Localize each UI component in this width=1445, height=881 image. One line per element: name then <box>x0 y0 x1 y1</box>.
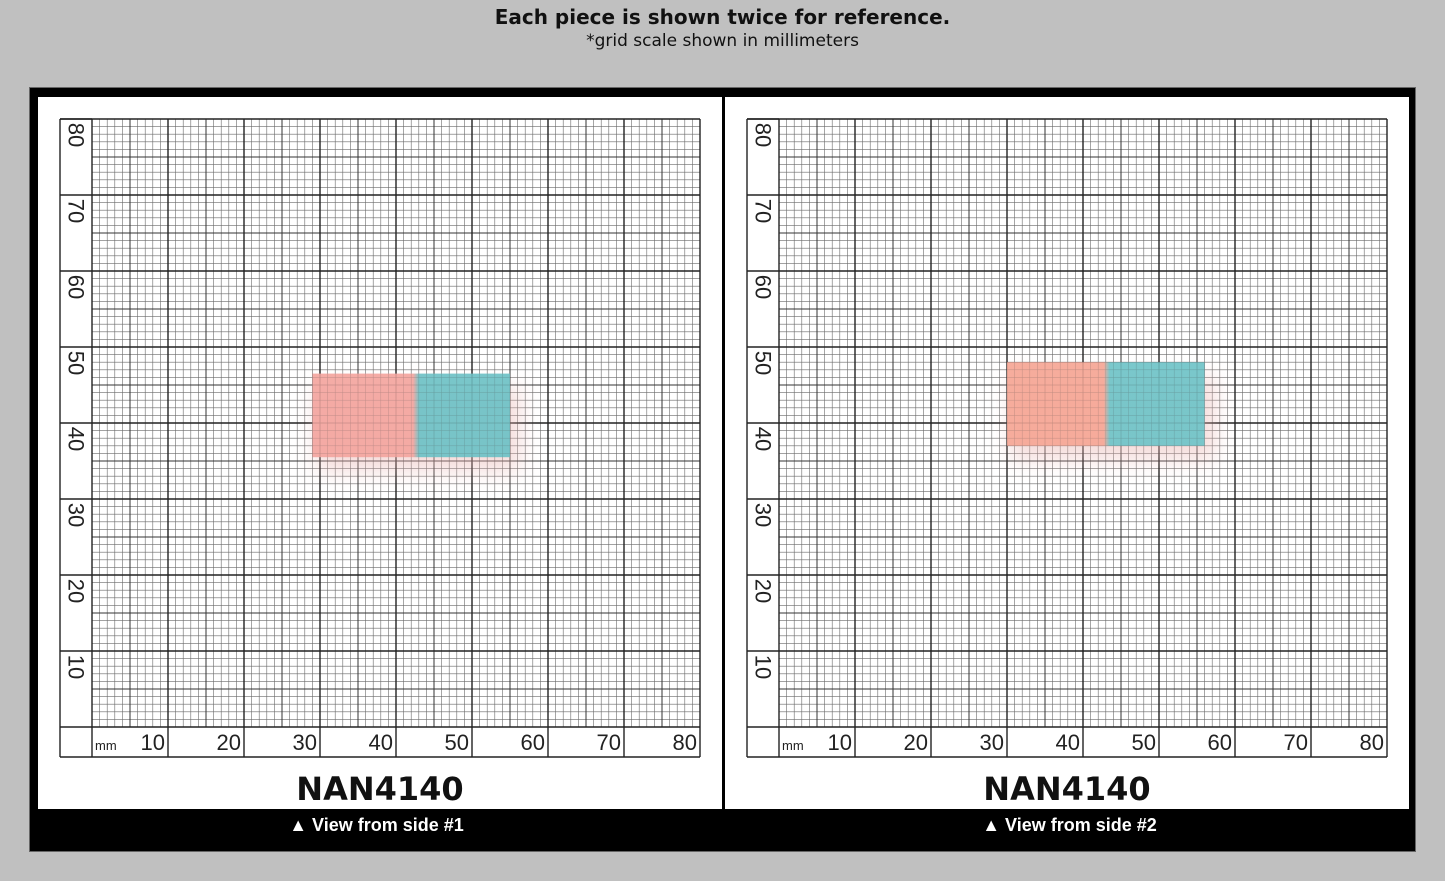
image-frame: 10 20 30 40 50 60 70 80 mm 10 20 30 40 50 60 70 80 NAN41… <box>29 87 1416 852</box>
unit-label: mm <box>782 738 804 753</box>
x-tick-label: 30 <box>980 730 1004 755</box>
x-tick-label: 60 <box>521 730 545 755</box>
mm-grid-side-2: 10 20 30 40 50 60 70 80 mm 10 20 30 40 50 60 70 80 <box>746 118 1388 758</box>
y-tick-label: 50 <box>751 351 776 375</box>
x-tick-label: 40 <box>369 730 393 755</box>
panel-side-2: 10 20 30 40 50 60 70 80 mm 10 20 30 40 50 60 70 80 NAN41… <box>725 97 1409 809</box>
piece-name-side-2: NAN4140 <box>983 770 1151 808</box>
caption-side-2: ▲ View from side #2 <box>982 815 1157 835</box>
x-tick-label: 20 <box>904 730 928 755</box>
x-tick-label: 20 <box>217 730 241 755</box>
caption-side-1: ▲ View from side #1 <box>289 815 464 835</box>
x-tick-label: 40 <box>1056 730 1080 755</box>
y-tick-label: 10 <box>751 655 776 679</box>
x-tick-label: 10 <box>828 730 852 755</box>
panel-side-1: 10 20 30 40 50 60 70 80 mm 10 20 30 40 50 60 70 80 NAN41… <box>38 97 722 809</box>
x-tick-label: 80 <box>673 730 697 755</box>
y-tick-label: 40 <box>64 427 89 451</box>
x-tick-label: 70 <box>1284 730 1308 755</box>
glass-sample <box>312 373 510 458</box>
y-tick-label: 20 <box>64 579 89 603</box>
x-tick-label: 70 <box>597 730 621 755</box>
y-tick-label: 40 <box>751 427 776 451</box>
grid-through-sample <box>312 373 511 458</box>
x-tick-label: 60 <box>1208 730 1232 755</box>
grid-through-sample <box>1006 362 1205 446</box>
x-tick-label: 50 <box>445 730 469 755</box>
x-tick-label: 80 <box>1360 730 1384 755</box>
page-subtitle: *grid scale shown in millimeters <box>586 31 859 51</box>
piece-name-side-1: NAN4140 <box>296 770 464 808</box>
unit-label: mm <box>95 738 117 753</box>
panel-divider <box>722 97 725 809</box>
x-tick-label: 10 <box>141 730 165 755</box>
y-tick-label: 70 <box>751 199 776 223</box>
y-tick-label: 60 <box>64 275 89 299</box>
x-tick-label: 30 <box>293 730 317 755</box>
glass-sample <box>1007 362 1205 446</box>
y-tick-label: 80 <box>64 123 89 147</box>
page-title: Each piece is shown twice for reference. <box>494 5 951 29</box>
y-tick-label: 30 <box>64 503 89 527</box>
y-tick-label: 30 <box>751 503 776 527</box>
x-tick-label: 50 <box>1132 730 1156 755</box>
y-tick-label: 50 <box>64 351 89 375</box>
mm-grid-side-1: 10 20 30 40 50 60 70 80 mm 10 20 30 40 50 60 70 80 <box>59 118 701 758</box>
y-tick-label: 60 <box>751 275 776 299</box>
y-tick-label: 70 <box>64 199 89 223</box>
y-tick-label: 10 <box>64 655 89 679</box>
y-tick-label: 20 <box>751 579 776 603</box>
y-tick-label: 80 <box>751 123 776 147</box>
